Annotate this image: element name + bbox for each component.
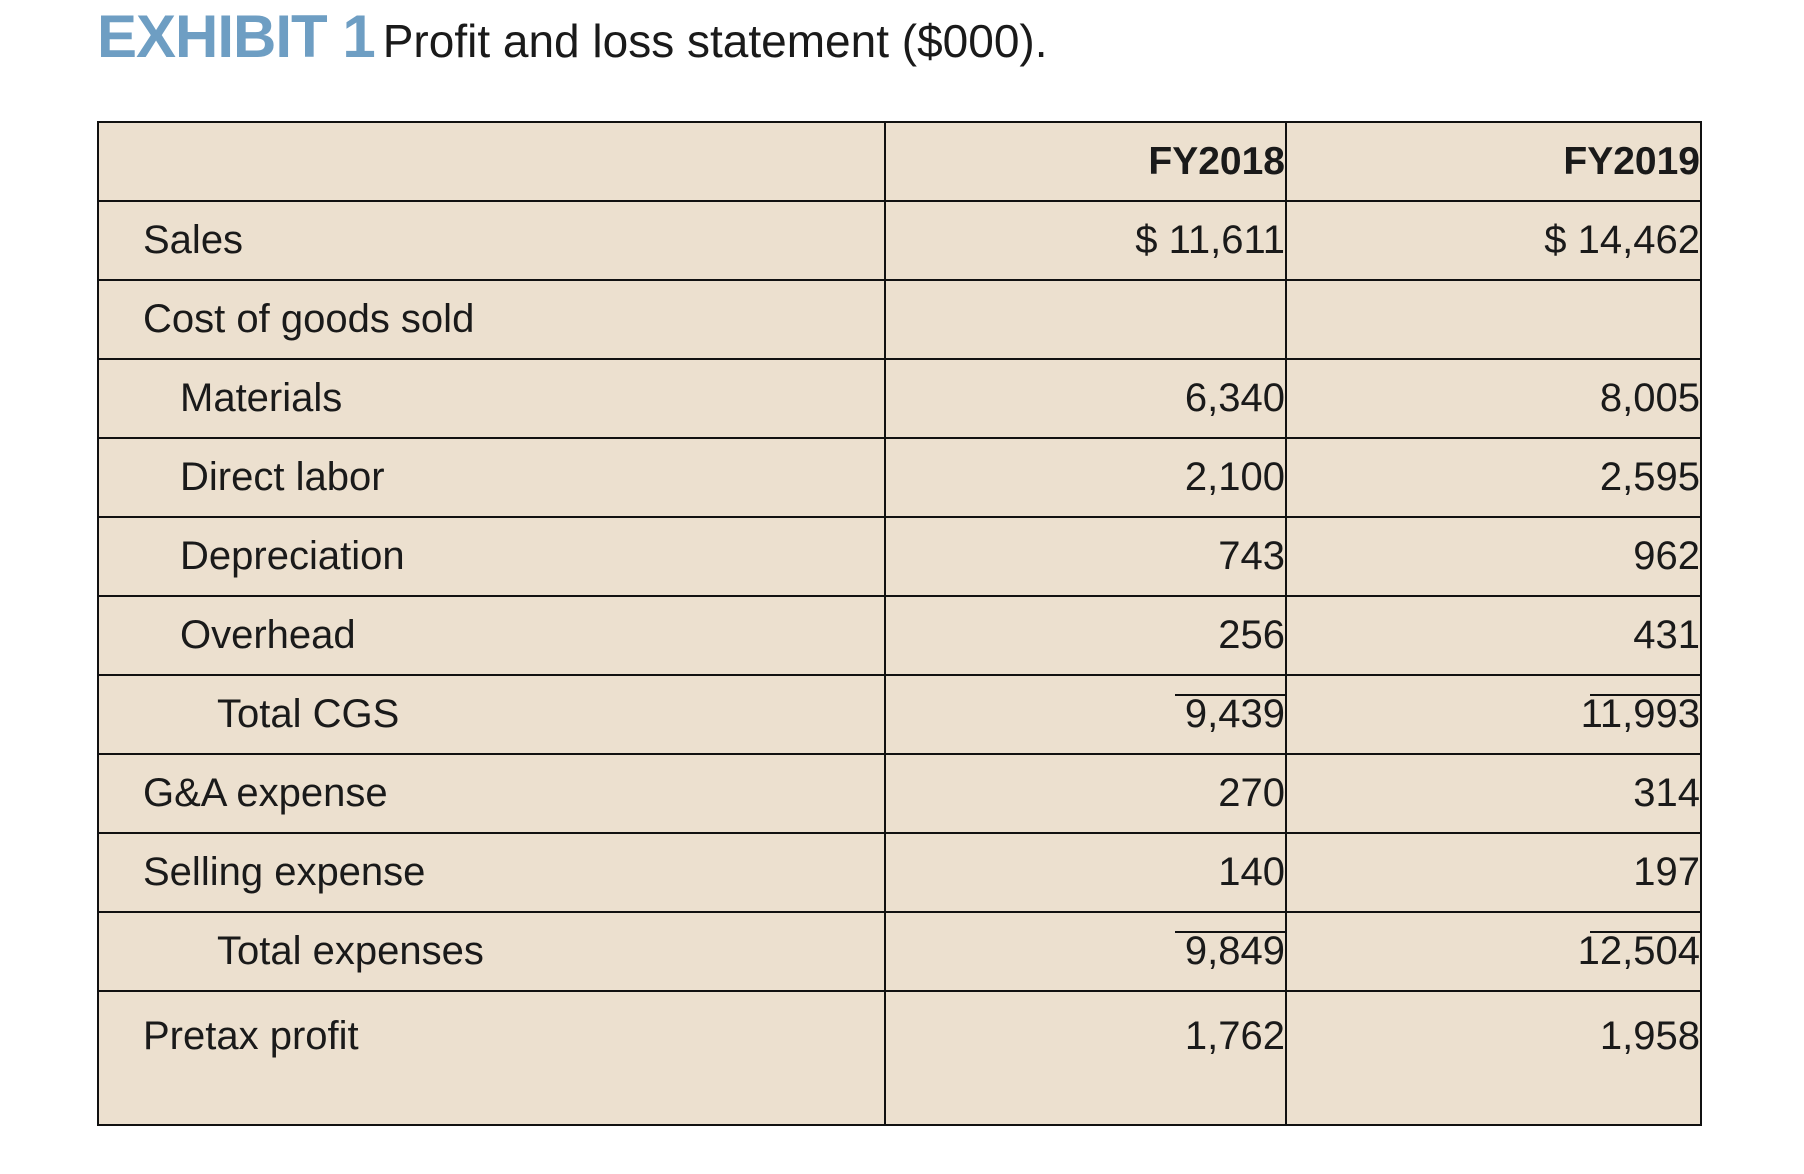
- table-row: Depreciation 743 962: [97, 516, 1702, 597]
- row-label: Depreciation: [97, 516, 886, 597]
- table-row: Total expenses 9,849 12,504: [97, 911, 1702, 992]
- header: EXHIBIT 1 Profit and loss statement ($000…: [97, 2, 1048, 71]
- row-label: Direct labor: [97, 437, 886, 518]
- value-cell: 9,439: [884, 674, 1287, 755]
- column-header: FY2018: [884, 121, 1287, 202]
- row-label: Overhead: [97, 595, 886, 676]
- table-row: Selling expense 140 197: [97, 832, 1702, 913]
- value-cell: 1,958: [1285, 990, 1702, 1126]
- row-label: Total expenses: [97, 911, 886, 992]
- row-label: Total CGS: [97, 674, 886, 755]
- row-label: Selling expense: [97, 832, 886, 913]
- value-cell: 2,100: [884, 437, 1287, 518]
- value-cell: 431: [1285, 595, 1702, 676]
- value-cell: 314: [1285, 753, 1702, 834]
- value-cell: 140: [884, 832, 1287, 913]
- table-row: Cost of goods sold: [97, 279, 1702, 360]
- header-row: FY2018 FY2019: [97, 121, 1702, 202]
- value-cell: $ 11,611: [884, 200, 1287, 281]
- table-row: Total CGS 9,439 11,993: [97, 674, 1702, 755]
- table-row: Overhead 256 431: [97, 595, 1702, 676]
- value-cell: 256: [884, 595, 1287, 676]
- value-cell: [884, 279, 1287, 360]
- value-cell: $ 14,462: [1285, 200, 1702, 281]
- row-label: Materials: [97, 358, 886, 439]
- value-cell: [1285, 279, 1702, 360]
- row-label: Pretax profit: [97, 990, 886, 1126]
- table-body: FY2018 FY2019 Sales $ 11,611 $ 14,462 Cost …: [97, 121, 1702, 1126]
- table-row: Materials 6,340 8,005: [97, 358, 1702, 439]
- value-cell: 197: [1285, 832, 1702, 913]
- table-row: Sales $ 11,611 $ 14,462: [97, 200, 1702, 281]
- value-cell: 6,340: [884, 358, 1287, 439]
- exhibit-label: EXHIBIT 1: [97, 3, 376, 70]
- value-cell: 12,504: [1285, 911, 1702, 992]
- pl-table: FY2018 FY2019 Sales $ 11,611 $ 14,462 Cost …: [97, 121, 1702, 1126]
- exhibit-title: Profit and loss statement ($000).: [382, 15, 1048, 67]
- row-label: Cost of goods sold: [97, 279, 886, 360]
- row-label: G&A expense: [97, 753, 886, 834]
- value-cell: 9,849: [884, 911, 1287, 992]
- value-cell: 8,005: [1285, 358, 1702, 439]
- value-cell: 11,993: [1285, 674, 1702, 755]
- row-label: Sales: [97, 200, 886, 281]
- value-cell: 1,762: [884, 990, 1287, 1126]
- value-cell: 962: [1285, 516, 1702, 597]
- value-cell: 270: [884, 753, 1287, 834]
- table-row: Direct labor 2,100 2,595: [97, 437, 1702, 518]
- value-cell: 2,595: [1285, 437, 1702, 518]
- table-row: G&A expense 270 314: [97, 753, 1702, 834]
- value-cell: 743: [884, 516, 1287, 597]
- column-header: FY2019: [1285, 121, 1702, 202]
- table-row: Pretax profit 1,762 1,958: [97, 990, 1702, 1126]
- corner-cell: [97, 121, 886, 202]
